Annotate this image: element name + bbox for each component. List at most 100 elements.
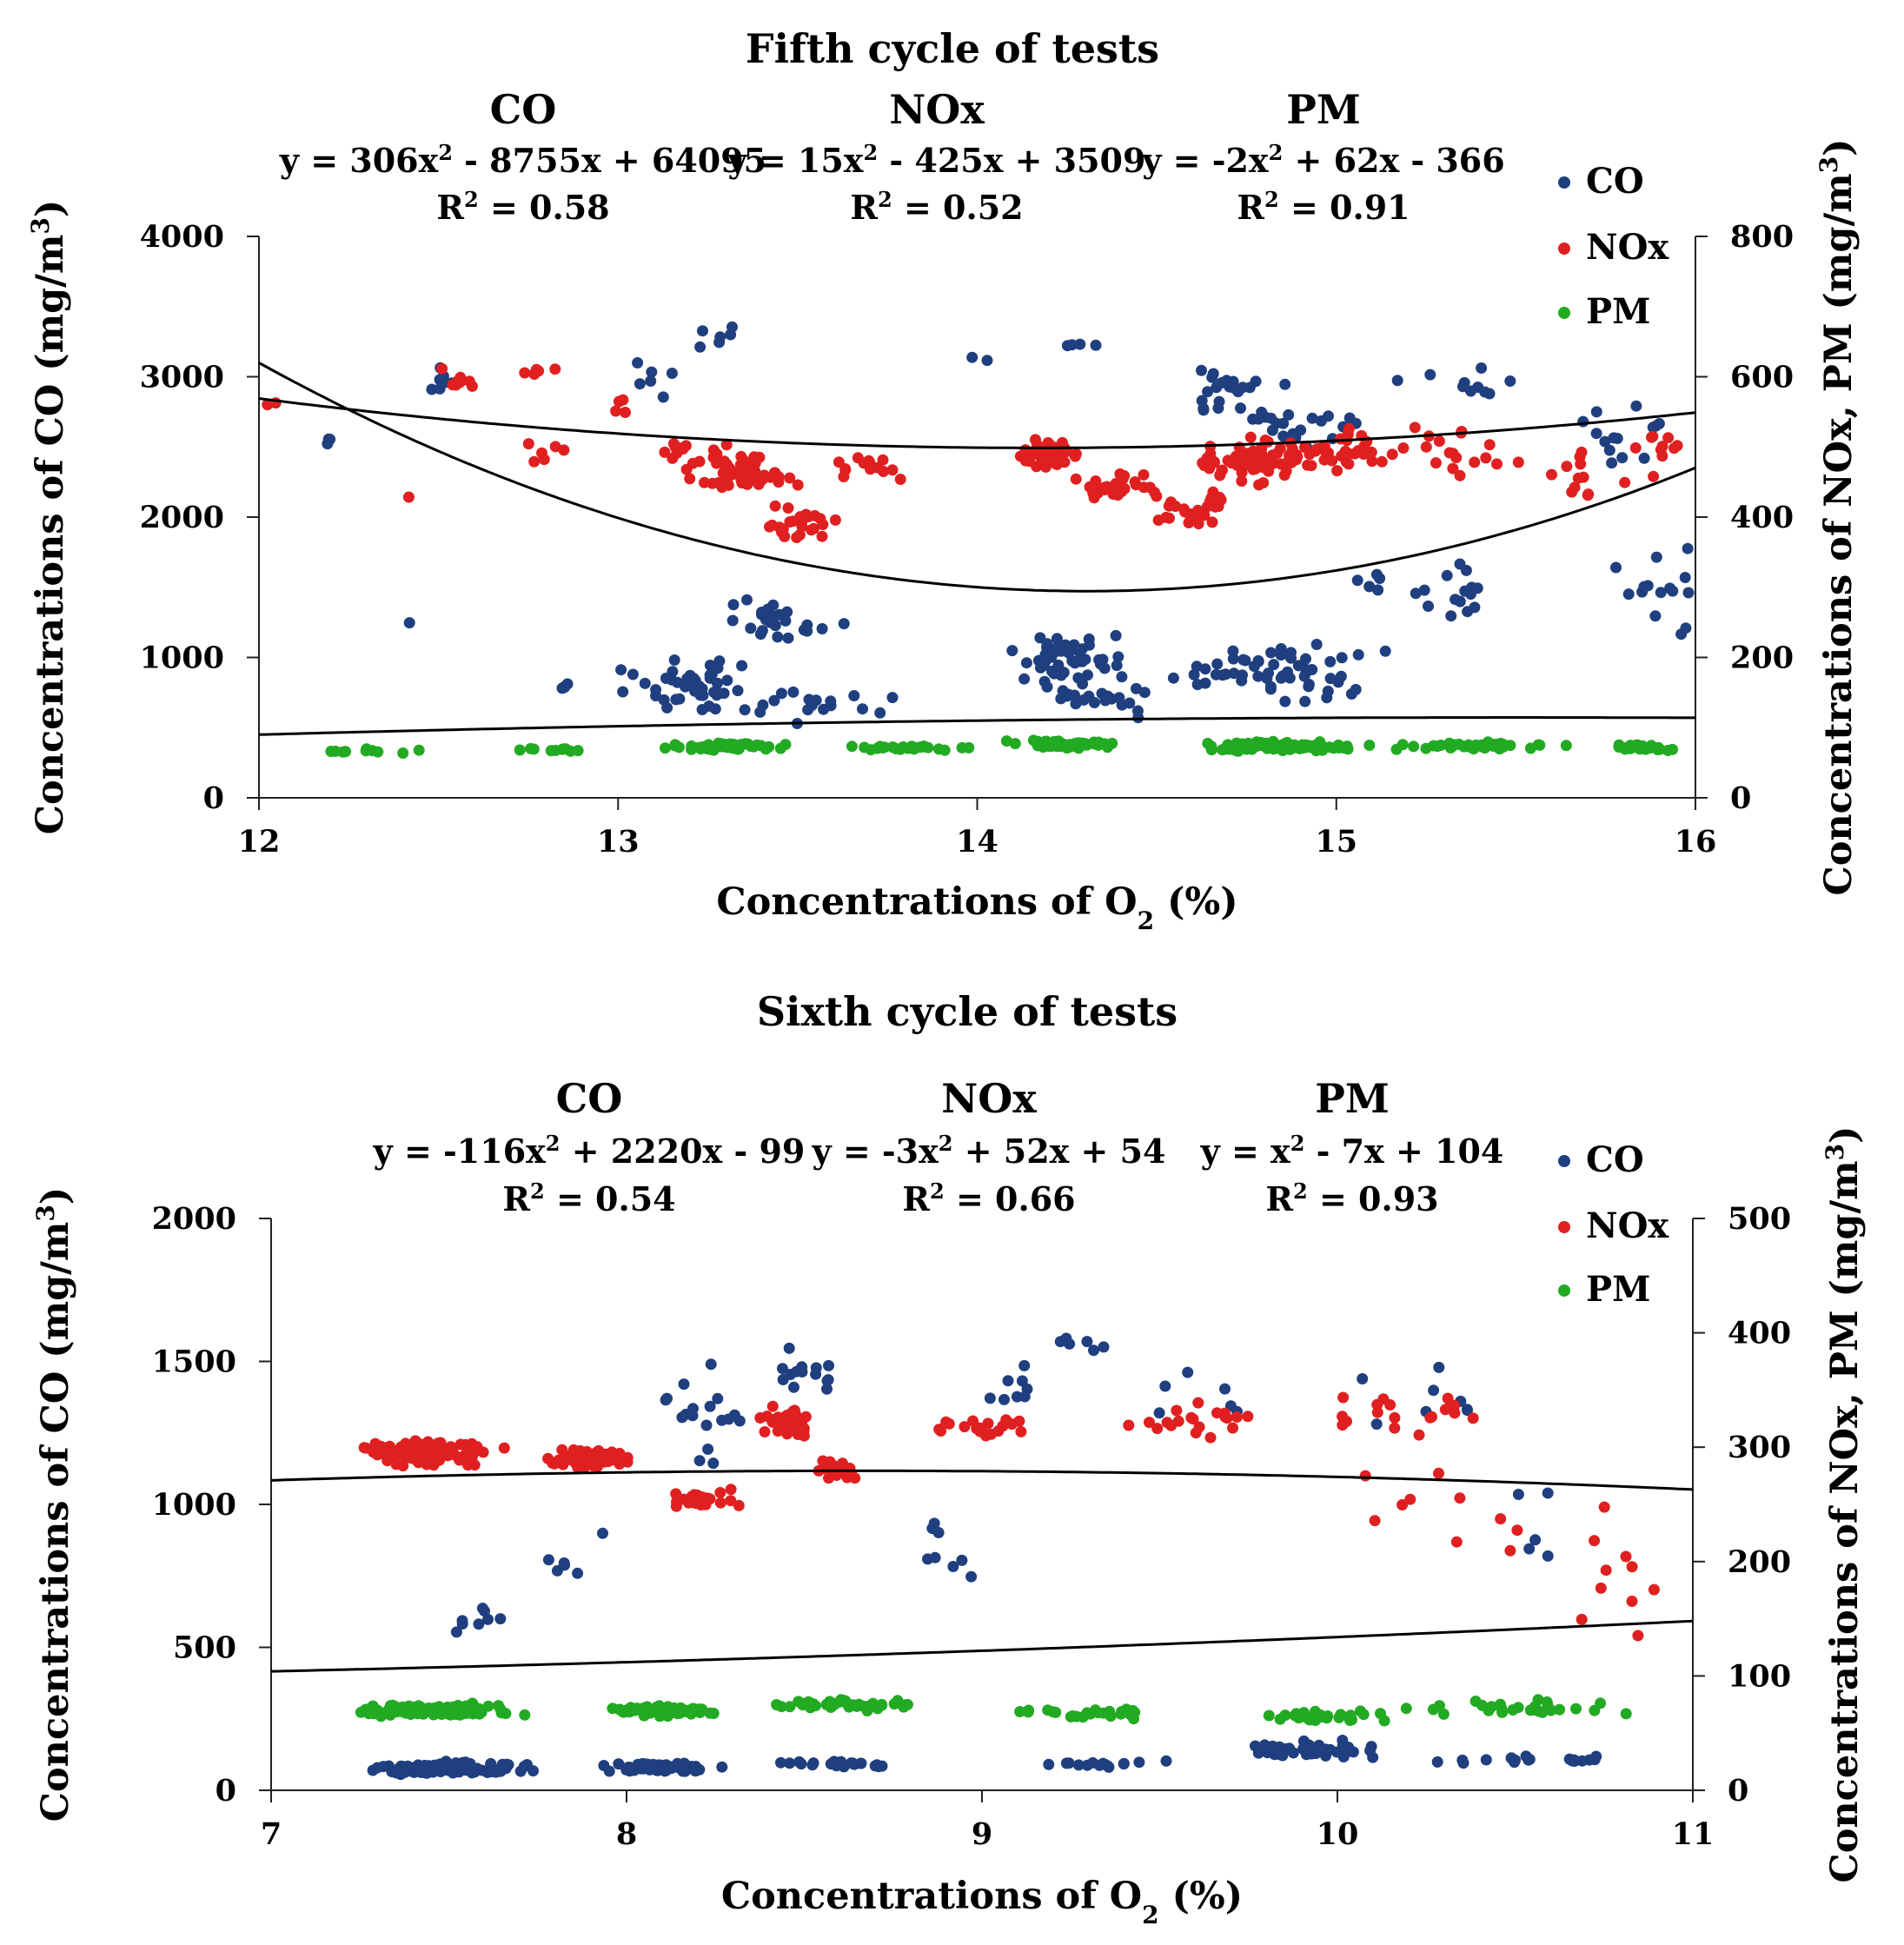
point-co	[473, 1618, 485, 1630]
point-nox	[1619, 476, 1631, 488]
point-nox	[1582, 489, 1594, 501]
point-nox	[549, 363, 561, 375]
point-co	[1217, 669, 1229, 681]
point-pm	[1400, 1703, 1412, 1715]
r2-exponent: 2	[930, 1178, 945, 1204]
point-co	[1529, 1534, 1542, 1546]
point-pm	[1124, 1709, 1137, 1721]
point-nox	[581, 1458, 594, 1470]
point-nox	[1576, 1613, 1588, 1625]
point-nox	[1566, 486, 1578, 498]
point-nox	[571, 1446, 583, 1458]
point-co	[1252, 670, 1264, 682]
x-axis-label: Concentrations of O2 (%)	[716, 880, 1237, 935]
point-co	[680, 1408, 692, 1420]
point-co	[661, 701, 673, 714]
point-co	[775, 687, 787, 700]
y-tick-label-left: 0	[203, 780, 224, 816]
point-nox	[441, 1450, 454, 1462]
point-nox	[1172, 1415, 1184, 1427]
y-axis-left-label: Concentrations of CO (mg/m3)	[26, 200, 73, 834]
legend-marker-pm	[1558, 1284, 1570, 1297]
point-pm	[704, 1707, 716, 1719]
point-co	[693, 1455, 706, 1467]
point-co	[846, 1757, 859, 1769]
point-co	[1275, 643, 1287, 654]
point-co	[666, 368, 678, 379]
point-pm	[1050, 1706, 1062, 1718]
equation-part: y = -3x	[812, 1132, 939, 1171]
point-pm	[361, 743, 373, 755]
point-co	[440, 1763, 452, 1776]
equation-exponent: 2	[1269, 140, 1284, 165]
point-nox	[1626, 1561, 1638, 1573]
point-pm	[1344, 1715, 1356, 1726]
point-nox	[1244, 431, 1257, 443]
point-co	[1423, 601, 1434, 612]
point-pm	[1396, 739, 1409, 751]
y-tick-label-left: 2000	[152, 1201, 236, 1237]
point-co	[518, 1761, 530, 1772]
point-co	[732, 685, 744, 697]
y-label-superscript: 3	[31, 1205, 60, 1221]
point-co	[689, 674, 701, 687]
point-co	[981, 355, 993, 367]
point-pm	[821, 1698, 833, 1710]
point-co	[1682, 542, 1694, 554]
y-label-superscript: 3	[26, 217, 55, 234]
point-co	[1441, 569, 1453, 581]
point-co	[639, 677, 651, 689]
point-nox	[1450, 1536, 1463, 1548]
point-co	[768, 694, 780, 707]
point-pm	[527, 743, 540, 755]
fit-r2-co: R2 = 0.58	[436, 187, 609, 228]
chart-title: Fifth cycle of tests	[746, 25, 1159, 72]
point-co	[1476, 362, 1488, 374]
point-co	[1088, 1344, 1099, 1357]
point-co	[1219, 1383, 1231, 1395]
r2-exponent: 2	[464, 187, 479, 212]
y-tick-label-left: 1000	[152, 1487, 236, 1523]
point-nox	[974, 1425, 986, 1437]
point-nox	[1396, 1499, 1409, 1510]
point-nox	[402, 491, 415, 503]
point-pm	[846, 740, 858, 753]
point-pm	[1512, 1702, 1524, 1714]
x-label-subscript: 2	[1142, 1901, 1158, 1929]
point-co	[1649, 420, 1662, 432]
point-nox	[967, 1415, 979, 1427]
point-nox	[667, 438, 680, 450]
y-tick-label-right: 600	[1730, 360, 1794, 395]
point-nox	[1469, 456, 1481, 468]
point-co	[1237, 654, 1250, 666]
y-tick-label-left: 1000	[140, 641, 224, 676]
point-co	[1237, 382, 1249, 394]
point-nox	[1207, 486, 1219, 498]
point-co	[558, 1557, 570, 1569]
point-nox	[1087, 487, 1099, 499]
point-co	[1102, 690, 1114, 702]
point-co	[1664, 582, 1676, 594]
point-nox	[959, 1421, 971, 1433]
point-nox	[1397, 442, 1410, 454]
point-nox	[1184, 508, 1196, 521]
point-pm	[745, 740, 757, 753]
point-co	[716, 1761, 728, 1773]
point-co	[1599, 435, 1611, 448]
fit-equation-nox: y = 15x2 - 425x + 3509	[727, 140, 1146, 181]
point-pm	[1263, 1709, 1275, 1722]
point-nox	[787, 515, 799, 528]
equation-part: + 52x + 54	[952, 1132, 1165, 1171]
point-pm	[1256, 740, 1268, 752]
x-tick-label: 11	[1672, 1816, 1715, 1852]
point-co	[1655, 587, 1667, 599]
point-nox	[1647, 430, 1659, 442]
point-nox	[454, 375, 467, 388]
point-pm	[329, 746, 342, 757]
legend-label-co: CO	[1586, 1139, 1644, 1180]
point-pm	[1281, 736, 1293, 748]
point-nox	[1326, 455, 1338, 467]
point-nox	[1206, 516, 1218, 528]
point-nox	[451, 1450, 463, 1463]
point-co	[1445, 610, 1457, 622]
